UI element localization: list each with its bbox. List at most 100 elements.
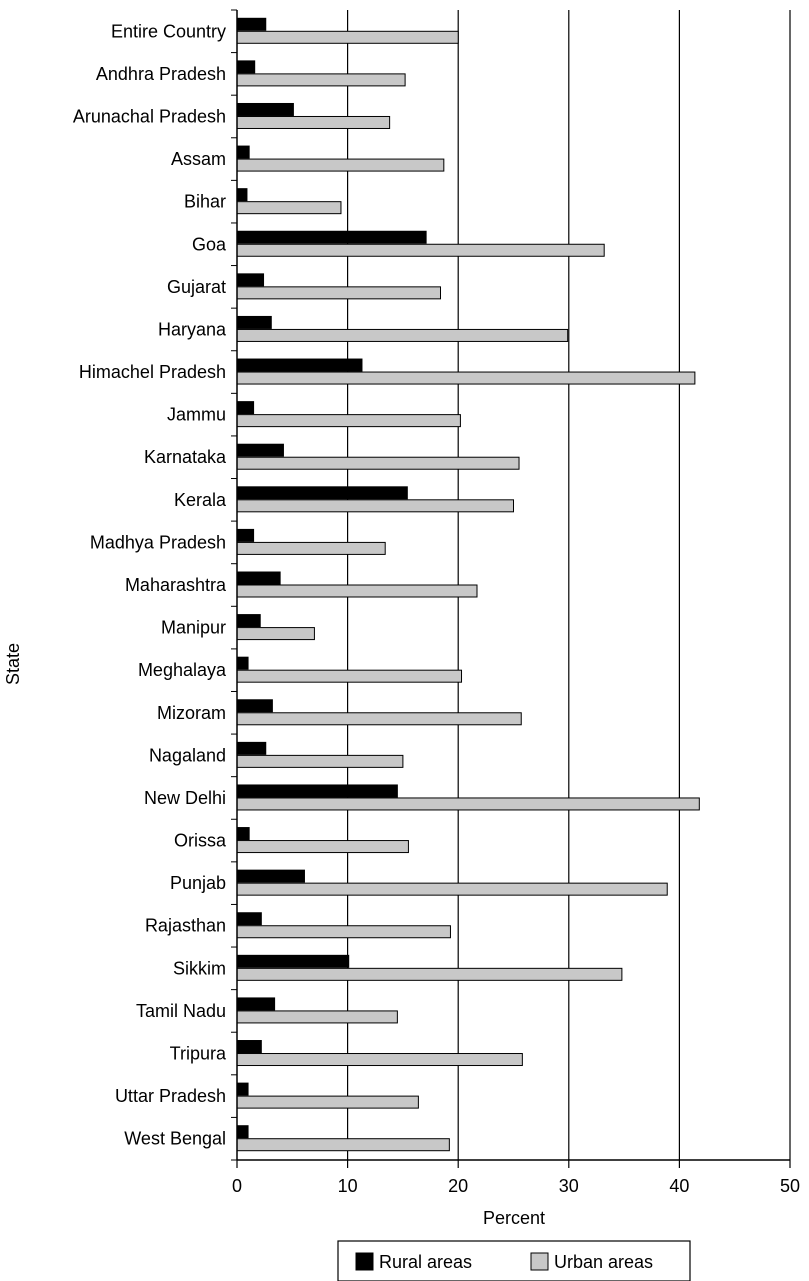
- y-tick-label: Meghalaya: [138, 660, 227, 680]
- x-tick-labels: 0 10 20 30 40 50: [232, 1176, 800, 1196]
- urban-bar: [236, 712, 522, 726]
- y-tick-label: Goa: [192, 234, 227, 254]
- y-tick-label: Madhya Pradesh: [90, 532, 226, 552]
- legend-label: Urban areas: [554, 1252, 653, 1272]
- urban-bar: [236, 371, 696, 385]
- rural-bar: [236, 1125, 249, 1139]
- y-tick-label: Maharashtra: [125, 575, 227, 595]
- y-tick-label: Himachel Pradesh: [79, 362, 226, 382]
- rural-bar: [236, 358, 363, 372]
- rural-bar: [236, 528, 255, 542]
- y-tick-label: Uttar Pradesh: [115, 1086, 226, 1106]
- urban-bar: [236, 1010, 398, 1024]
- y-tick-label: Gujarat: [167, 277, 226, 297]
- y-tick-label: Entire Country: [111, 21, 226, 41]
- legend-label: Rural areas: [379, 1252, 472, 1272]
- rural-bar: [236, 912, 262, 926]
- rural-bar: [236, 571, 281, 585]
- legend-swatch: [530, 1252, 549, 1271]
- rural-bar: [236, 869, 305, 883]
- urban-bar: [236, 115, 391, 129]
- rural-bar: [236, 60, 256, 74]
- y-tick-label: Assam: [171, 149, 226, 169]
- y-tick-label: Nagaland: [149, 745, 226, 765]
- rural-bar: [236, 1040, 262, 1054]
- rural-bar: [236, 273, 265, 287]
- rural-bar: [236, 699, 273, 713]
- y-axis-title: State: [3, 643, 23, 685]
- urban-bar: [236, 882, 668, 896]
- urban-bar: [236, 201, 342, 215]
- y-tick-label: Manipur: [161, 618, 226, 638]
- urban-bar: [236, 1138, 450, 1152]
- y-tick-label: Sikkim: [173, 958, 226, 978]
- urban-bar: [236, 30, 459, 44]
- x-tick-label: 20: [448, 1176, 468, 1196]
- y-tick-label: West Bengal: [124, 1129, 226, 1149]
- urban-bar: [236, 243, 605, 257]
- urban-bar: [236, 541, 386, 555]
- urban-bar: [236, 754, 404, 768]
- rural-bar: [236, 443, 284, 457]
- y-tick-labels: Entire Country Andhra Pradesh Arunachal Pr…: [73, 21, 227, 1148]
- urban-bar: [236, 797, 700, 811]
- y-tick-label: Jammu: [167, 405, 226, 425]
- y-tick-label: Haryana: [158, 319, 227, 339]
- y-tick-label: Tamil Nadu: [136, 1001, 226, 1021]
- y-tick-label: Karnataka: [144, 447, 227, 467]
- y-tick-label: Arunachal Pradesh: [73, 106, 226, 126]
- urban-bar: [236, 967, 623, 981]
- y-tick-label: Kerala: [174, 490, 227, 510]
- urban-bar: [236, 158, 445, 172]
- rural-bar: [236, 486, 408, 500]
- urban-bar: [236, 627, 315, 641]
- rural-bar: [236, 656, 249, 670]
- rural-bar: [236, 614, 261, 628]
- rural-bar: [236, 1082, 249, 1096]
- rural-bar: [236, 401, 255, 415]
- urban-bar: [236, 456, 520, 470]
- urban-bar: [236, 669, 463, 683]
- y-tick-label: Tripura: [170, 1044, 227, 1064]
- rural-bar: [236, 145, 250, 159]
- rural-bar: [236, 102, 294, 116]
- x-tick-label: 30: [559, 1176, 579, 1196]
- y-tick-label: Orissa: [174, 831, 227, 851]
- y-tick-label: New Delhi: [144, 788, 226, 808]
- y-tick-label: Mizoram: [157, 703, 226, 723]
- rural-bar: [236, 827, 250, 841]
- urban-bar: [236, 286, 442, 300]
- legend-swatch: [355, 1252, 374, 1271]
- urban-bar: [236, 925, 451, 939]
- urban-bar: [236, 1095, 419, 1109]
- urban-bar: [236, 499, 514, 513]
- rural-bar: [236, 315, 272, 329]
- urban-bar: [236, 414, 461, 428]
- urban-bar: [236, 73, 406, 87]
- x-tick-label: 10: [338, 1176, 358, 1196]
- axes: [231, 9, 791, 1168]
- legend: Rural areas Urban areas: [337, 1240, 691, 1281]
- x-axis-title: Percent: [483, 1208, 545, 1228]
- rural-bar: [236, 954, 350, 968]
- rural-bar: [236, 188, 248, 202]
- urban-bar: [236, 584, 478, 598]
- y-tick-label: Andhra Pradesh: [96, 64, 226, 84]
- y-tick-label: Punjab: [170, 873, 226, 893]
- x-tick-label: 40: [669, 1176, 689, 1196]
- y-tick-label: Bihar: [184, 192, 226, 212]
- bars: [236, 17, 700, 1152]
- urban-bar: [236, 840, 409, 854]
- urban-bar: [236, 1053, 523, 1067]
- rural-bar: [236, 997, 276, 1011]
- y-tick-label: Rajasthan: [145, 916, 226, 936]
- rural-bar: [236, 741, 267, 755]
- rural-bar: [236, 784, 398, 798]
- urban-bar: [236, 328, 569, 342]
- rural-bar: [236, 17, 267, 31]
- legend-box: [337, 1240, 691, 1281]
- rural-bar: [236, 230, 427, 244]
- x-tick-label: 0: [232, 1176, 242, 1196]
- x-tick-label: 50: [780, 1176, 800, 1196]
